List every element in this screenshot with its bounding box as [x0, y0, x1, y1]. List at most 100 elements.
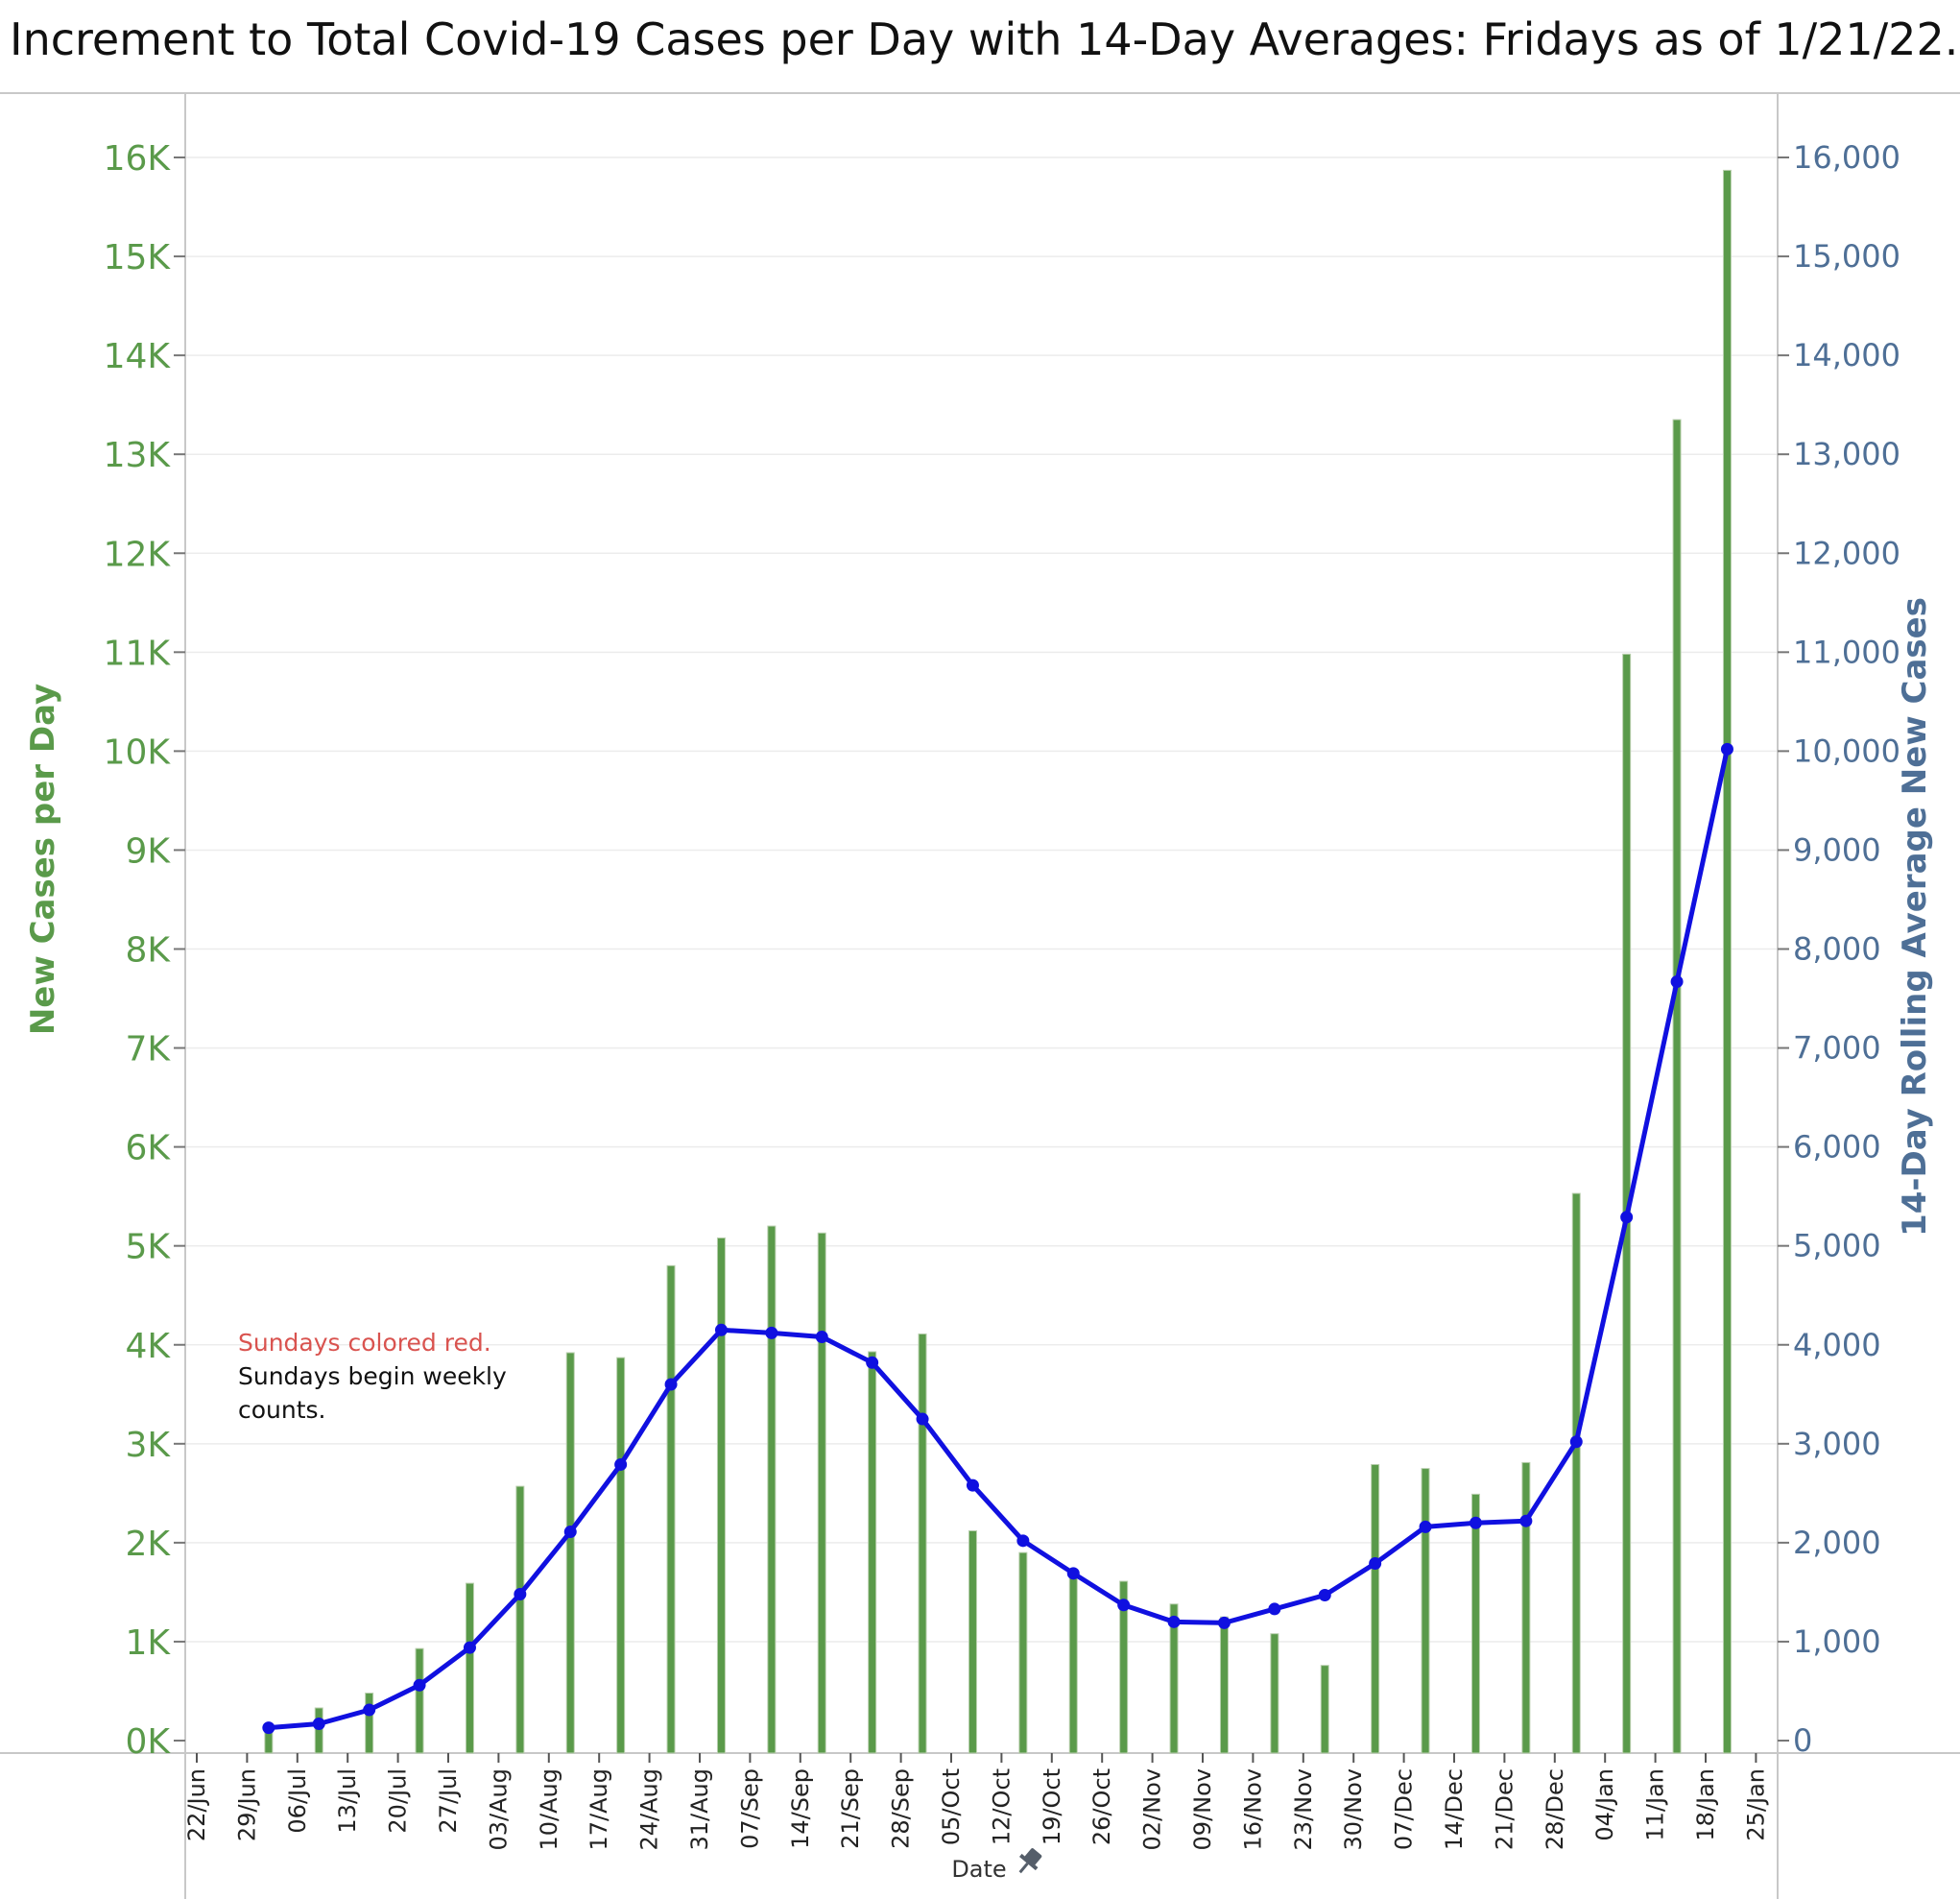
line-point: [966, 1478, 979, 1492]
right-tick-label: 3,000: [1793, 1426, 1881, 1462]
line-point: [563, 1526, 577, 1539]
line-point: [1419, 1520, 1432, 1533]
note-sundays-red: Sundays colored red.: [238, 1329, 491, 1357]
line-point: [1469, 1516, 1482, 1529]
gridlines: [185, 156, 1778, 1643]
left-tick-label: 13K: [104, 436, 172, 475]
x-axis: 22/Jun 29/Jun 06/Jul 13/Jul 20/Jul 27/Jul 03/A…: [183, 1753, 1769, 1851]
x-tick-label: 02/Nov: [1139, 1768, 1166, 1850]
x-tick-label: 07/Sep: [736, 1768, 763, 1849]
x-tick-label: 09/Nov: [1189, 1768, 1216, 1850]
left-axis-title: New Cases per Day: [24, 684, 62, 1035]
chart-frame: [0, 92, 1960, 1899]
x-tick-label: 23/Nov: [1290, 1768, 1317, 1850]
bar: [1169, 1603, 1179, 1754]
line-point: [664, 1378, 678, 1391]
x-tick-label: 17/Aug: [586, 1768, 612, 1851]
bar: [1068, 1576, 1078, 1754]
left-tick-label: 12K: [104, 535, 172, 574]
right-tick-label: 8,000: [1793, 931, 1881, 968]
x-tick-label: 10/Aug: [536, 1768, 562, 1851]
line-point: [1268, 1602, 1281, 1616]
right-tick-label: 16,000: [1793, 139, 1900, 176]
bar: [1672, 419, 1682, 1754]
bar: [767, 1225, 777, 1754]
left-tick-label: 6K: [125, 1129, 171, 1168]
left-axis: 0K 1K 2K 3K 4K 5K 6K 7K 8K 9K 10K 11K 12K 13K 14K 15K 16…: [104, 139, 185, 1762]
x-tick-label: 05/Oct: [938, 1768, 965, 1845]
bar: [817, 1232, 826, 1754]
x-tick-label: 25/Jan: [1742, 1768, 1769, 1841]
bar: [365, 1693, 374, 1754]
line-point: [1670, 975, 1684, 989]
x-tick-label: 03/Aug: [485, 1768, 512, 1851]
x-tick-label: 22/Jun: [183, 1768, 210, 1841]
x-tick-label: 21/Dec: [1491, 1768, 1518, 1850]
bar: [1219, 1616, 1229, 1754]
line-point: [1217, 1616, 1231, 1629]
x-tick-label: 21/Sep: [837, 1768, 864, 1849]
line-point: [714, 1323, 728, 1336]
line-point: [1569, 1435, 1583, 1449]
left-tick-label: 8K: [125, 931, 171, 971]
right-tick-label: 11,000: [1793, 634, 1900, 670]
bar: [1371, 1463, 1380, 1754]
x-tick-label: 24/Aug: [636, 1768, 663, 1851]
right-tick-label: 14,000: [1793, 337, 1900, 373]
x-tick-label: 06/Jul: [284, 1768, 311, 1834]
line-point: [463, 1641, 476, 1654]
bar: [616, 1357, 626, 1754]
x-tick-label: 20/Jul: [385, 1768, 412, 1834]
bar: [716, 1237, 726, 1754]
line-point: [765, 1326, 778, 1339]
left-tick-label: 5K: [125, 1228, 171, 1267]
right-tick-label: 7,000: [1793, 1030, 1881, 1067]
bar: [565, 1352, 575, 1754]
line-point: [1167, 1615, 1181, 1628]
right-axis-title: 14-Day Rolling Average New Cases: [1896, 597, 1934, 1237]
bar: [1470, 1493, 1480, 1754]
note-counts: counts.: [238, 1396, 326, 1424]
left-tick-label: 2K: [125, 1525, 171, 1564]
right-tick-label: 13,000: [1793, 436, 1900, 472]
chart-title: Increment to Total Covid-19 Cases per Da…: [10, 13, 1959, 65]
bar: [465, 1582, 474, 1754]
right-tick-label: 10,000: [1793, 733, 1900, 769]
right-tick-label: 6,000: [1793, 1129, 1881, 1166]
left-tick-label: 3K: [125, 1426, 171, 1465]
pin-icon[interactable]: [1012, 1845, 1045, 1880]
x-tick-label: 13/Jul: [334, 1768, 361, 1834]
left-tick-label: 9K: [125, 831, 171, 871]
left-tick-label: 1K: [125, 1623, 171, 1663]
bar: [314, 1707, 323, 1754]
line-series: [262, 742, 1733, 1735]
right-tick-label: 5,000: [1793, 1228, 1881, 1264]
bar: [1722, 169, 1732, 1754]
x-tick-label: 14/Sep: [787, 1768, 814, 1849]
average-line: [268, 748, 1730, 1731]
line-point: [262, 1721, 275, 1735]
x-tick-label: 11/Jan: [1642, 1768, 1669, 1841]
line-point: [1016, 1534, 1030, 1548]
x-tick-label: 30/Nov: [1340, 1768, 1367, 1850]
bar: [1018, 1551, 1028, 1754]
x-tick-label: 16/Nov: [1239, 1768, 1266, 1850]
x-tick-label: 26/Oct: [1088, 1768, 1115, 1845]
line-point: [815, 1331, 828, 1344]
right-tick-label: 9,000: [1793, 831, 1881, 868]
bar: [1521, 1461, 1531, 1754]
right-tick-label: 15,000: [1793, 238, 1900, 275]
line-point: [1318, 1588, 1331, 1601]
x-tick-label: 28/Sep: [888, 1768, 915, 1849]
left-tick-label: 15K: [104, 238, 172, 277]
x-tick-label: 12/Oct: [988, 1768, 1015, 1845]
x-tick-label: 04/Jan: [1591, 1768, 1618, 1841]
x-tick-label: 19/Oct: [1039, 1768, 1065, 1845]
right-tick-label: 2,000: [1793, 1525, 1881, 1561]
left-tick-label: 10K: [104, 733, 172, 772]
left-tick-label: 16K: [104, 139, 172, 179]
right-tick-label: 0: [1793, 1722, 1812, 1759]
bar: [415, 1647, 424, 1754]
x-axis-title: Date: [951, 1856, 1006, 1883]
